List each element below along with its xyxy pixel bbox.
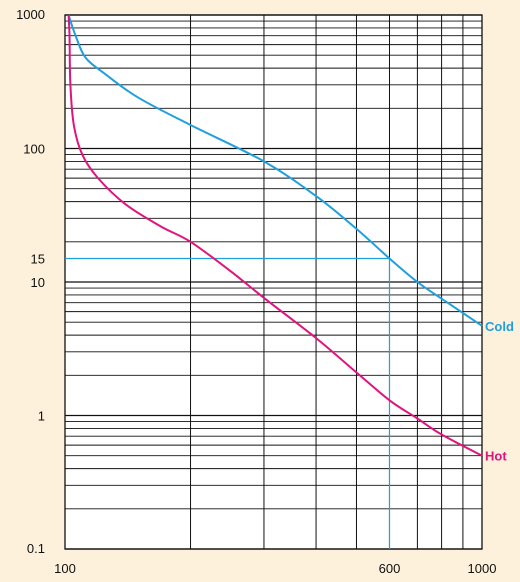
series-line-hot — [67, 14, 483, 457]
series-line-cold — [67, 14, 483, 327]
x-tick-label: 1000 — [468, 561, 497, 576]
x-tick-label: 600 — [379, 561, 401, 576]
series: Cold Hot — [67, 14, 514, 464]
y-tick-label: 1000 — [16, 7, 45, 22]
y-tick-label: 10 — [31, 275, 45, 290]
y-tick-label: 15 — [31, 251, 45, 266]
series-label-cold: Cold — [485, 319, 514, 334]
reference-lines — [65, 257, 391, 549]
plot-frame — [64, 14, 483, 550]
series-label-hot: Hot — [485, 449, 507, 464]
tick-labels: 0.1 1 10 15 100 1000 100 600 1000 — [16, 7, 496, 576]
y-tick-label: 0.1 — [27, 541, 45, 556]
y-tick-label: 1 — [38, 409, 45, 424]
x-tick-label: 100 — [54, 561, 76, 576]
y-tick-label: 100 — [23, 142, 45, 157]
